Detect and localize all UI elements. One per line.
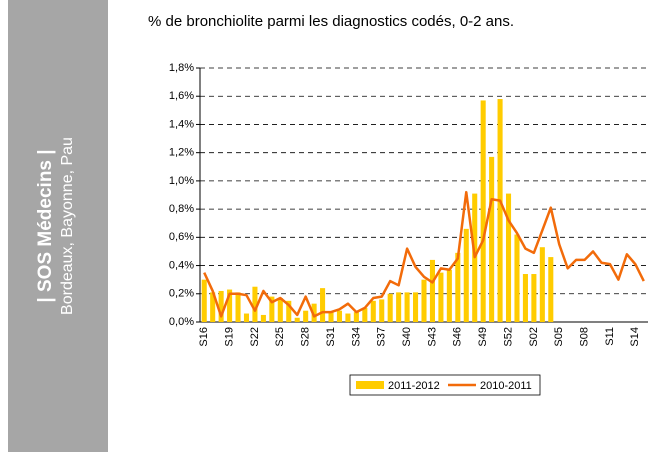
bar xyxy=(463,228,469,322)
bar xyxy=(252,286,258,322)
bar xyxy=(387,293,393,322)
x-tick-label: S37 xyxy=(376,327,388,347)
x-tick-label: S14 xyxy=(629,327,641,347)
bar xyxy=(243,313,250,322)
bar xyxy=(286,300,292,322)
x-tick-label: S46 xyxy=(452,327,464,347)
bar xyxy=(522,274,528,322)
y-tick-label: 0,2% xyxy=(169,288,194,300)
x-tick-label: S25 xyxy=(274,327,286,347)
y-tick-label: 1,0% xyxy=(169,175,194,187)
bar xyxy=(421,279,427,322)
x-tick-label: S11 xyxy=(604,327,616,346)
bar xyxy=(455,252,461,322)
bar xyxy=(336,310,343,322)
x-tick-label: S16 xyxy=(198,327,210,347)
bar xyxy=(413,292,419,322)
bar xyxy=(201,279,207,322)
legend-label: 2010-2011 xyxy=(480,380,532,392)
bar xyxy=(505,193,512,322)
bar xyxy=(514,234,520,322)
x-tick-label: S31 xyxy=(325,327,337,347)
bar xyxy=(277,298,283,322)
x-tick-label: S40 xyxy=(401,327,413,347)
bar xyxy=(548,257,554,322)
y-tick-label: 0,8% xyxy=(169,203,194,215)
bar xyxy=(303,310,309,322)
y-tick-label: 0,6% xyxy=(169,231,194,243)
y-tick-label: 0,4% xyxy=(169,259,194,271)
bar xyxy=(362,307,368,322)
bar xyxy=(210,292,216,322)
legend-label: 2011-2012 xyxy=(388,380,440,392)
bar xyxy=(480,100,486,322)
sidebar xyxy=(8,0,108,452)
x-tick-label: S02 xyxy=(528,327,540,347)
bar xyxy=(379,299,385,322)
x-tick-label: S19 xyxy=(223,327,235,347)
x-tick-label: S49 xyxy=(477,327,489,347)
x-tick-label: S34 xyxy=(350,327,362,347)
y-tick-label: 1,2% xyxy=(169,147,194,159)
y-tick-label: 1,8% xyxy=(169,62,194,74)
bar xyxy=(345,313,351,322)
bar xyxy=(353,312,359,322)
bar xyxy=(320,288,326,322)
bar xyxy=(489,156,495,322)
bar xyxy=(429,259,435,322)
bar xyxy=(531,274,537,322)
x-tick-label: S08 xyxy=(579,327,591,347)
bar xyxy=(294,317,300,322)
bar xyxy=(446,269,452,322)
bar xyxy=(269,296,275,322)
x-tick-label: S43 xyxy=(426,327,438,347)
bar xyxy=(235,292,241,322)
sidebar-title: | SOS Médecins | xyxy=(35,149,56,302)
legend-box xyxy=(349,374,541,396)
bar xyxy=(370,300,376,322)
bar xyxy=(404,292,410,322)
bar xyxy=(328,312,334,322)
x-tick-label: S05 xyxy=(553,327,565,347)
bar xyxy=(396,292,402,322)
bar xyxy=(227,289,233,322)
sidebar-subtitle: Bordeaux, Bayonne, Pau xyxy=(59,137,76,315)
bar xyxy=(497,99,503,323)
y-tick-label: 1,6% xyxy=(169,90,194,102)
x-tick-label: S28 xyxy=(300,327,312,347)
bar xyxy=(539,247,545,322)
bar xyxy=(438,272,444,322)
bar xyxy=(260,314,266,322)
line xyxy=(203,190,645,318)
y-tick-label: 1,4% xyxy=(169,118,194,130)
bar xyxy=(218,290,224,322)
legend-swatch xyxy=(356,381,384,389)
x-tick-label: S22 xyxy=(249,327,261,347)
bar xyxy=(311,303,317,322)
y-tick-label: 0,0% xyxy=(169,316,194,328)
x-tick-label: S52 xyxy=(502,327,514,347)
chart-title: % de bronchiolite parmi les diagnostics … xyxy=(148,13,514,30)
